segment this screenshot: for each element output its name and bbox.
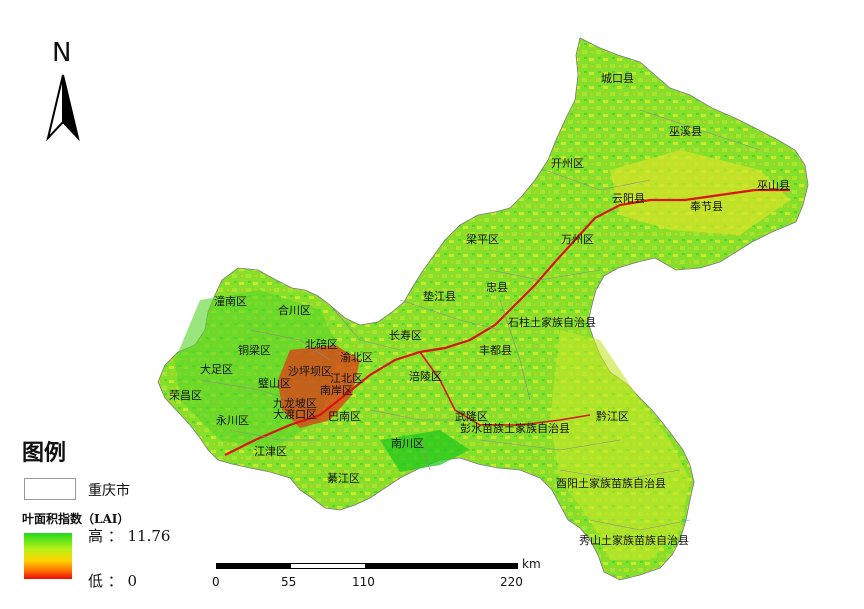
place-label: 秀山土家族苗族自治县 <box>579 534 689 547</box>
place-label: 忠县 <box>486 281 508 294</box>
place-label: 巴南区 <box>328 410 361 423</box>
place-label: 綦江区 <box>327 472 360 485</box>
place-label: 丰都县 <box>479 344 512 357</box>
place-label: 铜梁区 <box>238 344 271 357</box>
lai-zone-northeast <box>610 150 790 235</box>
place-label: 涪陵区 <box>409 370 442 383</box>
scale-bar-segment <box>291 564 365 568</box>
legend-high-label: 高 ： 11.76 <box>88 527 171 545</box>
place-label: 酉阳土家族苗族自治县 <box>556 477 666 490</box>
place-label: 黔江区 <box>596 410 629 423</box>
place-label: 北碚区 <box>305 338 338 351</box>
legend-lai-title: 叶面积指数（LAI） <box>22 512 130 526</box>
wu-river <box>419 351 591 426</box>
place-label: 大足区 <box>200 363 233 376</box>
place-label: 巫溪县 <box>669 125 702 138</box>
scale-bar <box>216 563 518 569</box>
scale-tick-label: 110 <box>352 575 375 589</box>
scale-bar-segment <box>365 564 517 568</box>
place-label: 荣昌区 <box>169 389 202 402</box>
scale-tick-label: 220 <box>500 575 523 589</box>
urban-core <box>278 345 360 428</box>
legend-boundary-swatch <box>24 478 76 500</box>
scale-bar-segment <box>217 564 291 568</box>
legend-title: 图例 <box>22 440 67 466</box>
district-boundaries <box>199 109 761 531</box>
place-label: 开州区 <box>551 157 584 170</box>
scale-unit-label: km <box>522 557 541 571</box>
place-label: 合川区 <box>278 304 311 317</box>
place-label: 南岸区 <box>320 384 353 397</box>
legend-boundary-label: 重庆市 <box>88 483 130 499</box>
place-label: 沙坪坝区 <box>288 365 332 378</box>
place-label: 江津区 <box>254 445 287 458</box>
place-label: 武隆区 <box>455 410 488 423</box>
place-label: 渝北区 <box>340 351 373 364</box>
legend-low-label: 低 ： 0 <box>88 572 138 590</box>
place-label: 江北区 <box>330 372 363 385</box>
north-label: N <box>52 38 72 68</box>
place-label: 垫江县 <box>423 290 456 303</box>
place-label: 万州区 <box>561 233 594 246</box>
place-label: 云阳县 <box>612 192 645 205</box>
place-label: 大渡口区 <box>273 408 317 421</box>
place-label: 石柱土家族自治县 <box>508 316 596 329</box>
place-label: 城口县 <box>601 72 634 85</box>
place-label: 长寿区 <box>389 329 422 342</box>
scale-tick-label: 0 <box>212 575 220 589</box>
scale-tick-label: 55 <box>281 575 297 589</box>
place-label: 南川区 <box>391 437 424 450</box>
place-label: 梁平区 <box>466 233 499 246</box>
place-label: 璧山区 <box>258 377 291 390</box>
place-label: 巫山县 <box>757 179 790 192</box>
place-label: 九龙坡区 <box>273 397 317 410</box>
legend-color-ramp <box>24 533 72 579</box>
lai-zone-nanchuan <box>380 430 470 472</box>
lai-zone-southeast <box>550 330 690 560</box>
place-label: 奉节县 <box>690 200 723 213</box>
place-label: 永川区 <box>216 414 249 427</box>
place-label: 潼南区 <box>214 295 247 308</box>
north-arrow-icon <box>46 74 80 142</box>
place-label: 彭水苗族土家族自治县 <box>460 422 570 435</box>
